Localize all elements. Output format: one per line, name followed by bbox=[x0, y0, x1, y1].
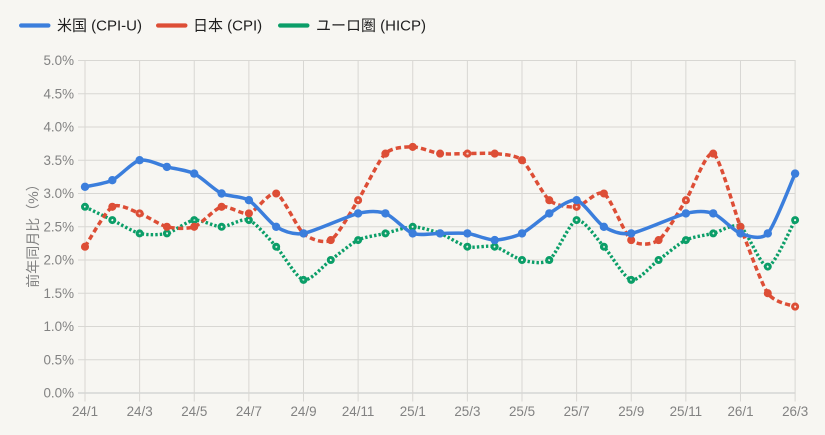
svg-text:3.0%: 3.0% bbox=[43, 186, 74, 201]
svg-text:0.0%: 0.0% bbox=[43, 386, 74, 401]
svg-text:4.0%: 4.0% bbox=[43, 120, 74, 135]
svg-text:24/11: 24/11 bbox=[342, 404, 375, 419]
svg-text:1.5%: 1.5% bbox=[43, 286, 74, 301]
svg-text:26/1: 26/1 bbox=[727, 404, 753, 419]
svg-text:5.0%: 5.0% bbox=[43, 53, 74, 68]
svg-text:24/7: 24/7 bbox=[236, 404, 262, 419]
svg-text:日本 (CPI): 日本 (CPI) bbox=[193, 18, 262, 35]
svg-text:2.0%: 2.0% bbox=[43, 253, 74, 268]
svg-text:25/3: 25/3 bbox=[454, 404, 480, 419]
svg-text:25/1: 25/1 bbox=[400, 404, 426, 419]
svg-text:ユーロ圏 (HICP): ユーロ圏 (HICP) bbox=[316, 18, 426, 35]
svg-text:0.5%: 0.5% bbox=[43, 352, 74, 367]
svg-text:24/3: 24/3 bbox=[127, 404, 153, 419]
svg-text:25/5: 25/5 bbox=[509, 404, 535, 419]
svg-text:24/1: 24/1 bbox=[72, 404, 98, 419]
svg-text:2.5%: 2.5% bbox=[43, 219, 74, 234]
svg-text:25/7: 25/7 bbox=[564, 404, 590, 419]
svg-text:前年同月比（%）: 前年同月比（%） bbox=[25, 177, 41, 287]
svg-text:24/9: 24/9 bbox=[290, 404, 316, 419]
svg-text:25/11: 25/11 bbox=[670, 404, 703, 419]
svg-text:米国 (CPI-U): 米国 (CPI-U) bbox=[57, 18, 142, 35]
svg-text:4.5%: 4.5% bbox=[43, 86, 74, 101]
svg-text:3.5%: 3.5% bbox=[43, 153, 74, 168]
svg-text:24/5: 24/5 bbox=[181, 404, 207, 419]
svg-text:26/3: 26/3 bbox=[782, 404, 808, 419]
svg-text:25/9: 25/9 bbox=[618, 404, 644, 419]
svg-text:1.0%: 1.0% bbox=[43, 319, 74, 334]
